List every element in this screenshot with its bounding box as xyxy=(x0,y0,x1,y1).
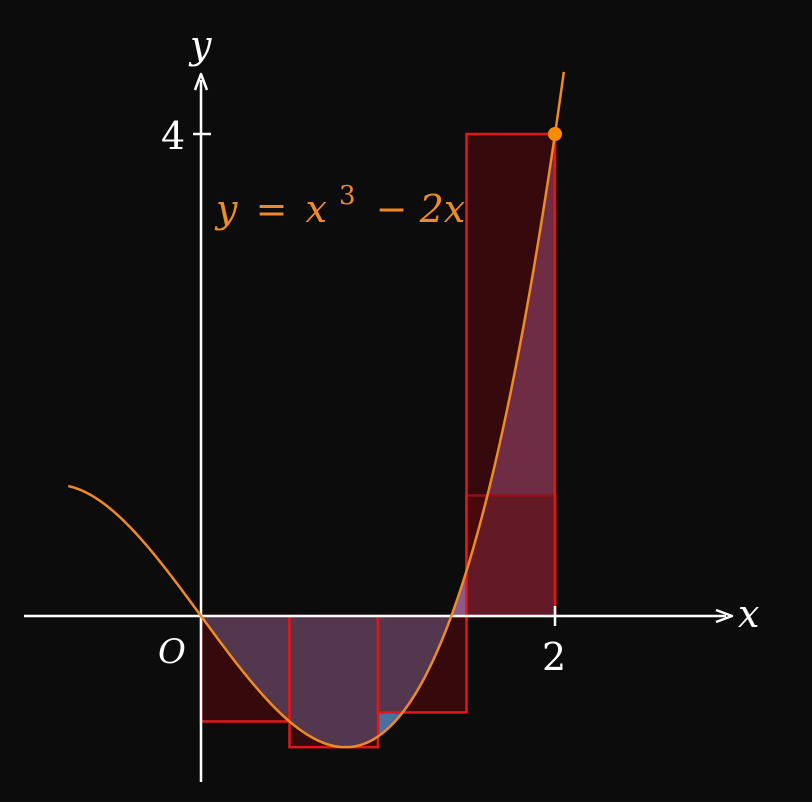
x-axis-label: x xyxy=(738,592,759,636)
x-axis-arrowhead xyxy=(715,608,734,624)
riemann-rectangle-3 xyxy=(376,614,468,714)
curve-label-eq: = xyxy=(256,187,288,231)
x-tick-label-2: 2 xyxy=(542,635,566,679)
highlight-point xyxy=(548,127,562,141)
curve-label-lhs: y xyxy=(214,187,238,231)
curve-label-rest: − 2x xyxy=(376,187,466,231)
y-tick-label-4: 4 xyxy=(161,114,185,158)
riemann-rectangle-2 xyxy=(288,614,380,749)
riemann-rectangle-1 xyxy=(199,614,291,723)
origin-label: O xyxy=(158,632,186,672)
riemann-rectangles-layer xyxy=(199,132,557,749)
curve-label-x: x xyxy=(306,187,327,231)
curve-label: y = x 3 − 2x xyxy=(214,169,465,231)
function-curve xyxy=(67,71,566,749)
y-axis-label: y xyxy=(188,23,212,67)
curve-label-exponent: 3 xyxy=(339,181,356,211)
riemann-rectangle-5 xyxy=(465,132,557,618)
y-axis-arrowhead xyxy=(193,72,209,91)
